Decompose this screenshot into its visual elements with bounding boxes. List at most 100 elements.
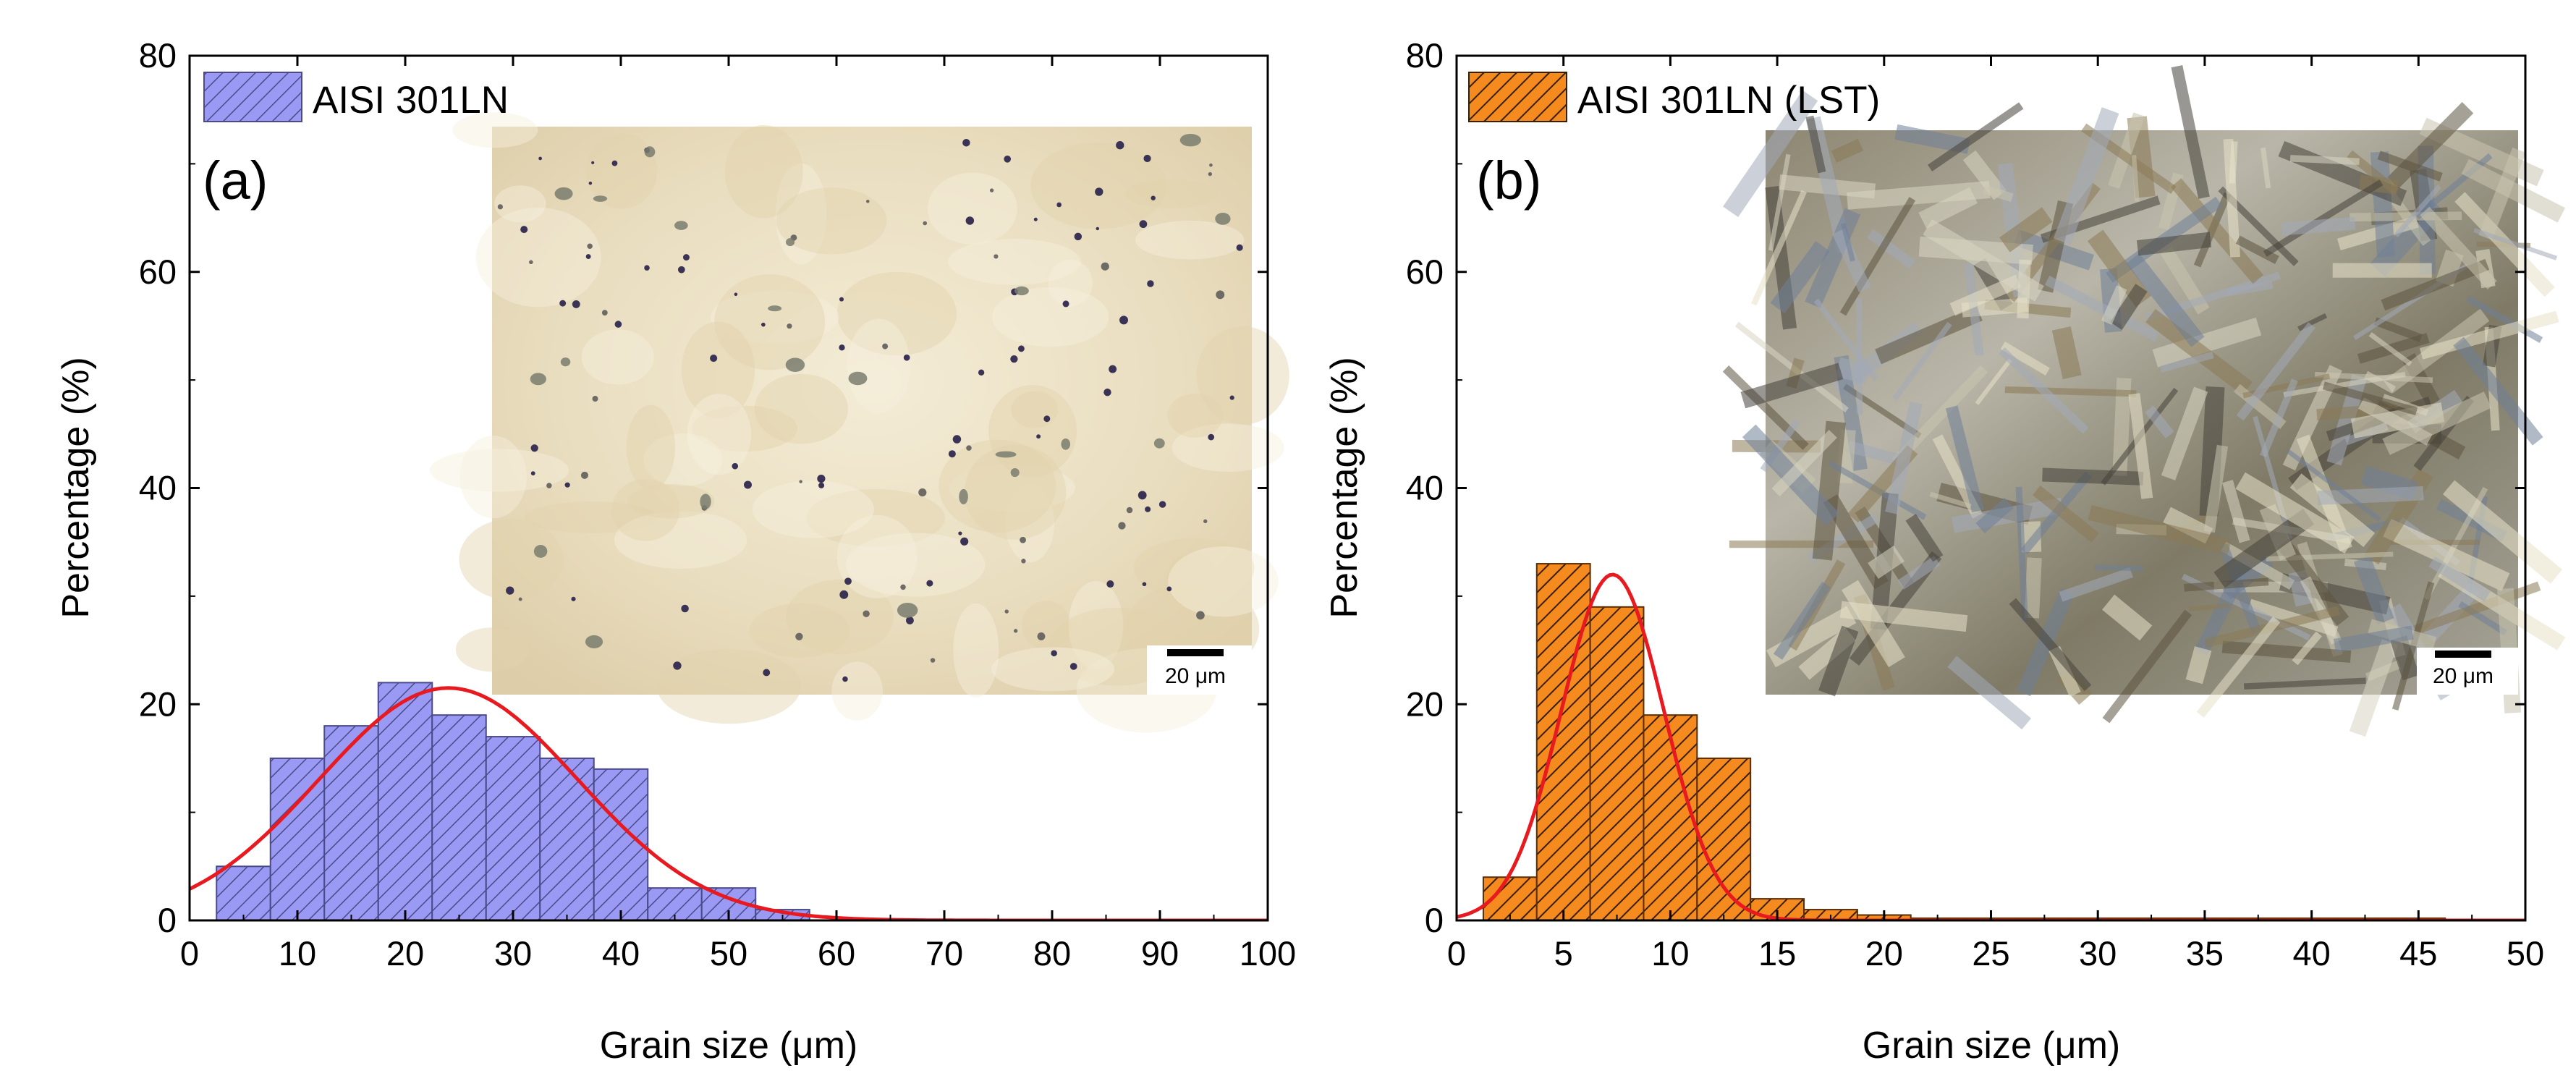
grain-patch <box>1124 179 1219 209</box>
x-tick-label: 80 <box>1033 934 1071 973</box>
martensite-lath <box>1923 219 2044 302</box>
grain-patch <box>627 483 715 519</box>
martensite-lath <box>1897 556 1941 590</box>
pit <box>959 488 968 505</box>
grain-patch <box>786 579 894 655</box>
martensite-lath <box>2015 486 2028 622</box>
y-tick-label: 80 <box>139 36 177 75</box>
martensite-lath <box>1949 274 2021 316</box>
grain-patch <box>714 274 826 370</box>
grain-patch <box>1167 393 1224 438</box>
martensite-lath <box>2350 211 2462 222</box>
x-tick-label: 50 <box>2507 934 2544 973</box>
inclusion <box>1116 141 1124 150</box>
inclusion <box>1208 433 1215 441</box>
x-tick-label: 45 <box>2399 934 2437 973</box>
pit <box>785 238 795 247</box>
martensite-lath <box>2322 381 2418 415</box>
inclusion <box>1203 519 1208 524</box>
inclusion <box>799 480 802 483</box>
x-tick-label: 90 <box>1141 934 1179 973</box>
grain-patch <box>1021 601 1071 650</box>
inclusion <box>1118 522 1126 530</box>
x-tick-label: 0 <box>1447 934 1466 973</box>
inclusion <box>732 462 739 470</box>
inclusion <box>601 310 608 316</box>
grain-patch <box>991 287 1109 347</box>
x-tick-label: 40 <box>2292 934 2330 973</box>
inclusion <box>529 260 533 265</box>
grain-patch <box>475 207 601 308</box>
pit <box>554 187 573 200</box>
martensite-lath <box>2094 564 2143 572</box>
inclusion <box>734 292 738 297</box>
martensite-lath <box>2333 625 2414 653</box>
martensite-lath <box>2131 155 2140 202</box>
pit <box>897 602 918 618</box>
pit <box>593 195 608 202</box>
inclusion <box>585 254 591 259</box>
martensite-lath <box>2383 518 2510 591</box>
martensite-lath <box>2381 258 2490 311</box>
x-tick-label: 10 <box>279 934 316 973</box>
grain-patch <box>949 465 1075 512</box>
inclusion <box>1021 559 1026 564</box>
grain-patch <box>687 394 751 475</box>
inclusion <box>978 369 985 376</box>
inclusion <box>1126 507 1133 514</box>
inclusion <box>587 243 593 249</box>
panel-b: 20 μm 0 5 10 15 20 25 30 35 40 45 50 0 20 40 60 80 AISI… <box>1323 36 2566 1067</box>
martensite-lath <box>1812 420 1846 561</box>
micrograph-a: 20 μm <box>429 112 1289 733</box>
inclusion <box>842 676 848 682</box>
martensite-lath <box>1813 298 1879 381</box>
scale-bar-label-b: 20 μm <box>2433 664 2494 688</box>
martensite-lath <box>1766 606 1857 668</box>
martensite-lath <box>1841 580 1905 668</box>
inclusion <box>1119 315 1129 325</box>
grain-patch <box>494 185 546 223</box>
inclusion <box>839 297 844 302</box>
martensite-lath <box>2428 556 2491 602</box>
inclusion <box>1106 580 1114 588</box>
inclusion <box>962 138 970 147</box>
martensite-lath <box>2101 285 2127 325</box>
grain-patch <box>459 518 564 601</box>
y-tick-label: 20 <box>1406 685 1444 723</box>
inclusion <box>506 586 514 595</box>
grain-patch <box>750 603 850 658</box>
martensite-lath <box>1905 514 1944 562</box>
martensite-lath <box>1927 102 2024 171</box>
inclusion <box>1062 300 1069 308</box>
pit <box>560 357 571 367</box>
martensite-lath <box>2009 598 2092 692</box>
inclusion <box>644 265 650 271</box>
martensite-lath <box>2221 541 2295 590</box>
y-tick-label: 40 <box>1406 469 1444 507</box>
grain-patch <box>681 321 755 419</box>
inclusion <box>1074 232 1082 241</box>
inclusion <box>1051 650 1057 657</box>
inclusion <box>903 354 910 361</box>
histogram-bar <box>1589 606 1645 921</box>
martensite-lath <box>2390 635 2420 681</box>
inclusion <box>818 482 825 488</box>
martensite-lath <box>2235 235 2279 264</box>
grain-patch <box>524 501 658 533</box>
martensite-lath <box>2420 206 2497 290</box>
legend-label-a: AISI 301LN <box>313 79 509 122</box>
martensite-lath <box>1805 115 1826 174</box>
inclusion <box>923 221 928 226</box>
martensite-lath <box>2419 310 2559 360</box>
martensite-lath <box>2171 65 2210 199</box>
martensite-lath <box>2024 557 2042 619</box>
grain-patch <box>939 439 1056 533</box>
grain-patch <box>459 436 527 519</box>
grain-patch <box>614 511 747 569</box>
inclusion <box>682 254 690 261</box>
martensite-lath <box>1847 441 1902 466</box>
inclusion <box>673 661 682 670</box>
martensite-lath <box>1962 150 2007 200</box>
martensite-lath <box>1891 365 1988 466</box>
